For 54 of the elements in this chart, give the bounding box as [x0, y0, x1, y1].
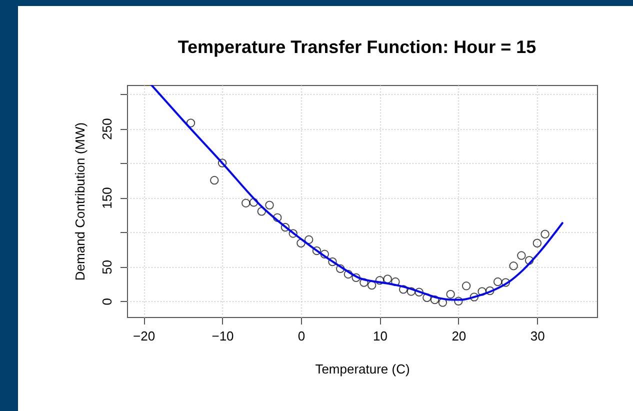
point: [391, 277, 400, 286]
point: [524, 256, 534, 265]
point: [328, 257, 337, 266]
y-tick-label: 150: [100, 187, 114, 209]
point: [304, 235, 314, 244]
point: [462, 282, 471, 290]
point: [336, 264, 345, 274]
point: [383, 274, 392, 284]
point: [414, 288, 424, 297]
y-tick-label: 0: [100, 298, 114, 306]
point: [272, 213, 282, 222]
chart-title: Temperature Transfer Function: Hour = 15: [178, 37, 536, 57]
point: [398, 285, 408, 294]
point: [493, 277, 502, 286]
point: [367, 280, 376, 290]
point: [249, 198, 258, 207]
point: [312, 246, 322, 256]
point: [242, 198, 250, 208]
point: [540, 230, 550, 239]
point: [352, 273, 360, 282]
x-tick-label: 30: [530, 328, 545, 344]
point: [280, 222, 290, 232]
point: [470, 292, 479, 302]
y-tick-label: 250: [100, 118, 114, 140]
point: [406, 287, 416, 296]
point: [422, 293, 432, 302]
point: [288, 229, 298, 238]
point: [210, 176, 219, 185]
point: [486, 286, 494, 296]
point: [375, 276, 384, 285]
y-axis-title: Demand Contribution (MW): [72, 122, 88, 281]
point: [454, 296, 463, 306]
x-tick-label: 0: [298, 328, 306, 344]
x-tick-label: −10: [212, 328, 234, 344]
point: [501, 278, 510, 287]
point: [344, 270, 353, 279]
line-series: [150, 85, 564, 301]
point: [265, 200, 274, 210]
x-axis-title: Temperature (C): [315, 362, 410, 376]
point: [478, 287, 486, 296]
point: [360, 278, 368, 287]
point: [438, 298, 448, 307]
point: [446, 290, 455, 299]
point: [218, 158, 227, 168]
point: [532, 238, 542, 248]
x-tick-label: 10: [372, 328, 388, 344]
point: [509, 262, 518, 270]
x-tick-label: 20: [452, 328, 466, 344]
x-tick-label: −20: [133, 328, 156, 344]
point: [430, 295, 440, 304]
point: [186, 118, 196, 128]
y-tick-label: 50: [100, 260, 114, 274]
point: [517, 251, 526, 260]
point: [320, 250, 329, 259]
